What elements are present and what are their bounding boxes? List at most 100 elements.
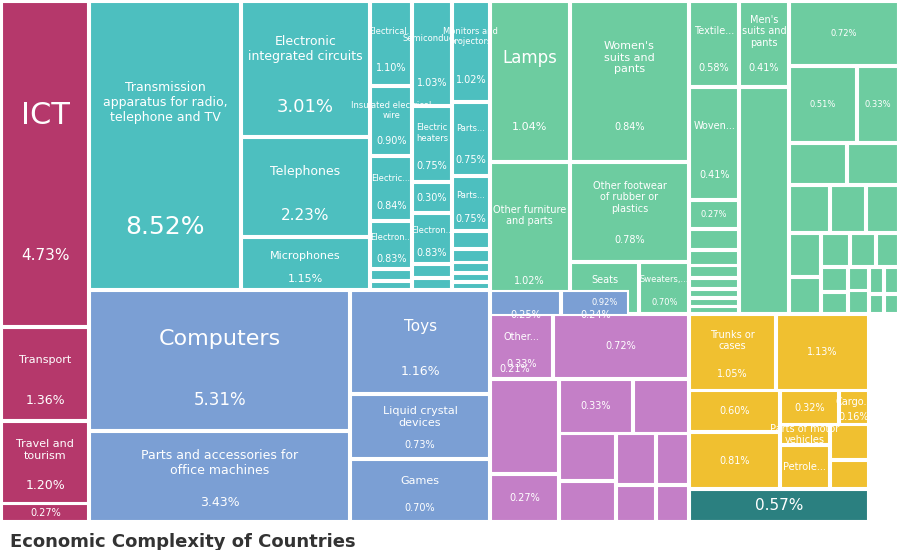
Bar xyxy=(690,299,738,306)
Text: Trunks or
cases: Trunks or cases xyxy=(710,330,755,351)
Text: Women's
suits and
pants: Women's suits and pants xyxy=(604,41,655,74)
Text: 1.02%: 1.02% xyxy=(455,75,486,85)
Text: Other footwear
of rubber or
plastics: Other footwear of rubber or plastics xyxy=(592,180,666,214)
Bar xyxy=(544,496,572,521)
Bar xyxy=(850,234,875,266)
Text: 0.75%: 0.75% xyxy=(417,161,447,170)
Bar xyxy=(877,234,897,266)
Text: Economic Complexity of Countries: Economic Complexity of Countries xyxy=(11,532,356,550)
Bar xyxy=(453,250,489,262)
Text: 0.30%: 0.30% xyxy=(417,192,447,202)
Text: 0.75%: 0.75% xyxy=(455,155,486,165)
Bar xyxy=(831,426,868,459)
Bar xyxy=(740,2,788,86)
Text: Woven...: Woven... xyxy=(693,122,735,131)
Text: 0.33%: 0.33% xyxy=(506,360,536,370)
Text: 0.51%: 0.51% xyxy=(810,100,836,109)
Bar xyxy=(780,446,829,488)
Text: 0.83%: 0.83% xyxy=(376,254,407,263)
Bar xyxy=(491,400,542,444)
Text: 0.72%: 0.72% xyxy=(606,342,636,351)
Bar xyxy=(453,2,489,101)
Text: 8.52%: 8.52% xyxy=(125,214,204,239)
Bar xyxy=(780,426,829,444)
Text: 0.41%: 0.41% xyxy=(749,63,779,73)
Bar xyxy=(822,234,849,266)
Text: Semiconduc...: Semiconduc... xyxy=(402,34,462,42)
Text: ICT: ICT xyxy=(21,101,69,130)
Bar xyxy=(574,488,604,504)
Bar xyxy=(571,263,638,313)
Bar xyxy=(591,400,628,434)
Text: Toys: Toys xyxy=(403,319,436,334)
Text: 1.10%: 1.10% xyxy=(376,63,407,73)
Text: Parts...: Parts... xyxy=(456,191,485,200)
Bar xyxy=(413,265,451,277)
Bar xyxy=(453,232,489,248)
Text: 0.72%: 0.72% xyxy=(831,29,857,38)
Bar xyxy=(453,263,489,272)
Text: Men's
suits and
pants: Men's suits and pants xyxy=(742,15,787,48)
Text: 0.16%: 0.16% xyxy=(839,412,869,422)
Text: 0.84%: 0.84% xyxy=(376,201,407,211)
Text: Electronic
integrated circuits: Electronic integrated circuits xyxy=(248,35,363,63)
Text: 1.05%: 1.05% xyxy=(717,368,748,378)
Bar xyxy=(413,279,451,289)
Bar xyxy=(790,2,897,65)
Bar xyxy=(241,2,369,136)
Bar xyxy=(641,263,688,313)
Text: 0.33%: 0.33% xyxy=(864,100,891,109)
Text: Parts of motor
vehicles: Parts of motor vehicles xyxy=(770,424,839,446)
Bar xyxy=(453,178,489,230)
Bar xyxy=(574,463,600,486)
Bar xyxy=(90,432,349,521)
Text: Cargo...: Cargo... xyxy=(835,398,873,408)
Text: 4.73%: 4.73% xyxy=(21,248,69,263)
Bar xyxy=(571,2,688,161)
Bar xyxy=(3,328,88,420)
Bar xyxy=(560,434,615,480)
Text: 0.92%: 0.92% xyxy=(591,298,617,307)
Bar xyxy=(885,268,897,293)
Bar xyxy=(790,234,820,276)
Bar xyxy=(571,163,688,261)
Bar xyxy=(602,463,628,486)
Bar xyxy=(560,482,615,521)
Bar xyxy=(491,291,560,339)
Text: Monitors and
projectors: Monitors and projectors xyxy=(444,27,499,46)
Text: Parts and accessories for
office machines: Parts and accessories for office machine… xyxy=(141,449,298,477)
Bar xyxy=(371,282,411,289)
Bar xyxy=(90,2,239,289)
Text: Telephones: Telephones xyxy=(270,166,340,178)
Bar xyxy=(849,144,897,184)
Bar xyxy=(3,504,88,521)
Bar xyxy=(491,486,542,521)
Bar xyxy=(413,107,451,182)
Text: 0.78%: 0.78% xyxy=(614,235,644,245)
Text: 1.02%: 1.02% xyxy=(515,276,545,285)
Bar xyxy=(822,293,847,313)
Bar xyxy=(574,505,604,521)
Bar xyxy=(690,2,738,86)
Text: Insulated electrical
wire: Insulated electrical wire xyxy=(351,101,431,120)
Text: Other furniture
and parts: Other furniture and parts xyxy=(493,205,566,226)
Text: 0.73%: 0.73% xyxy=(405,440,436,450)
Text: 0.81%: 0.81% xyxy=(719,456,750,466)
Text: Computers: Computers xyxy=(158,329,281,349)
Bar xyxy=(371,2,411,85)
Text: 3.43%: 3.43% xyxy=(200,496,239,509)
Bar xyxy=(607,488,628,504)
Text: 1.16%: 1.16% xyxy=(400,365,440,378)
Bar xyxy=(790,186,829,232)
Text: Games: Games xyxy=(400,476,439,486)
Bar xyxy=(690,307,738,313)
Text: 2.23%: 2.23% xyxy=(281,207,329,223)
Bar xyxy=(491,163,569,313)
Text: 0.60%: 0.60% xyxy=(719,406,750,416)
Text: 1.04%: 1.04% xyxy=(512,122,547,132)
Bar xyxy=(690,229,738,249)
Bar xyxy=(453,283,489,289)
Bar xyxy=(690,266,738,277)
Bar xyxy=(544,400,589,434)
Bar xyxy=(885,295,897,313)
